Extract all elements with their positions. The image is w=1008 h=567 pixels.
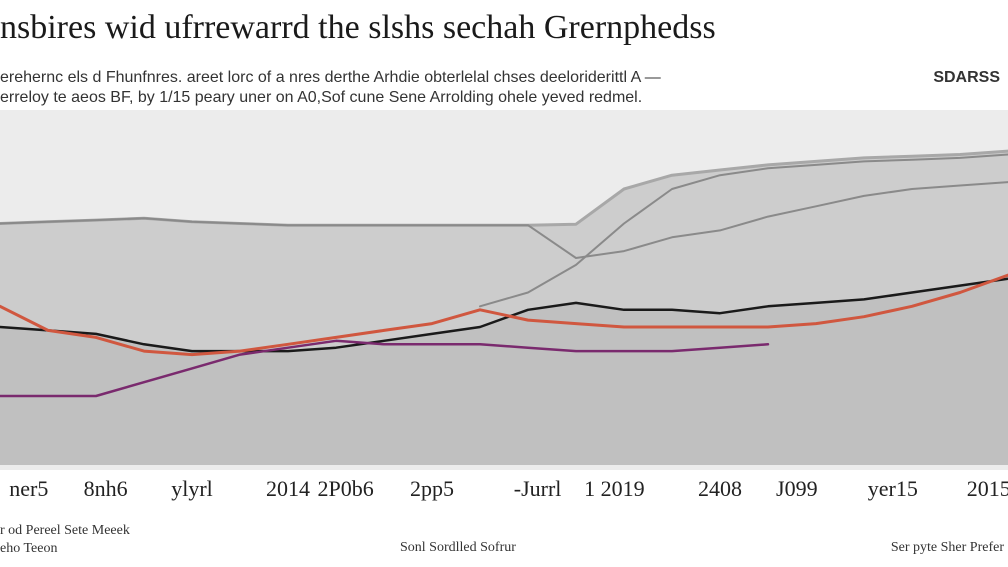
- series-line-red: [0, 273, 1008, 357]
- chart-subtitle: erehernc els d Fhunfnres. areet lorc of …: [0, 68, 1000, 108]
- series-line-gray-diagonal: [479, 153, 1008, 308]
- line-chart: [0, 110, 1008, 470]
- footer-left-line-1: r od Pereel Sete Meeek: [0, 523, 130, 538]
- x-tick-label: 1 2019: [584, 476, 645, 501]
- x-tick-label: 8nh6: [83, 476, 128, 501]
- subtitle-line-2: erreloy te aeos BF, by 1/15 peary uner o…: [0, 89, 643, 106]
- series-line-purple: [0, 339, 770, 398]
- x-tick-label: ner5: [9, 476, 49, 501]
- x-tick-label: 2014: [266, 476, 310, 501]
- series-areas: [0, 151, 1008, 465]
- footer-source-center: Sonl Sordlled Sofrur: [400, 540, 516, 555]
- x-tick-label: 2P0b6: [317, 476, 374, 501]
- x-tick-label: 2pp5: [410, 476, 454, 501]
- footer-source-left: r od Pereel Sete Meeek eho Teeon: [0, 522, 130, 558]
- area-black: [0, 278, 1008, 465]
- subtitle-tag: SDARSS: [933, 69, 1000, 86]
- x-tick-label: 2015: [966, 476, 1008, 501]
- subtitle-line-1: erehernc els d Fhunfnres. areet lorc of …: [0, 69, 661, 86]
- footer-left-line-2: eho Teeon: [0, 541, 58, 556]
- series-lines: [0, 149, 1008, 398]
- footer-source-right: Ser pyte Sher Prefer: [890, 540, 1004, 555]
- x-tick-label: ylyrl: [171, 476, 213, 501]
- x-tick-label: 2408: [698, 476, 742, 501]
- x-tick-label: J099: [776, 476, 818, 501]
- x-tick-label: yer15: [867, 476, 918, 501]
- chart-title: nsbires wid ufrrewarrd the slshs sechah …: [0, 9, 716, 46]
- series-line-black: [0, 277, 1008, 353]
- x-tick-label: -Jurrl: [513, 476, 562, 501]
- series-line-gray-upper-b: [0, 181, 1008, 259]
